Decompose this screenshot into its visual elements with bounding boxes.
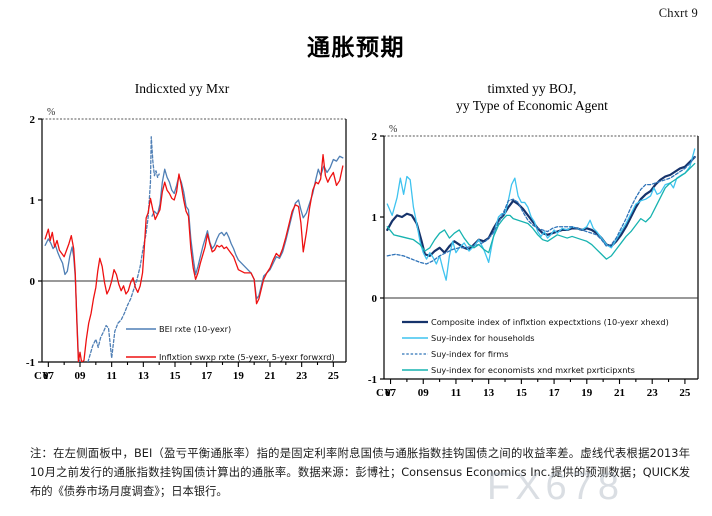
page-title: 通胀预期: [307, 35, 405, 61]
y-tick-label: -1: [26, 357, 35, 369]
legend-label: Suy-index for firms: [431, 349, 509, 359]
x-tick-label: 21: [265, 370, 276, 382]
x-tick-label: 25: [679, 387, 691, 399]
legend-label: Suy-index for households: [431, 333, 535, 343]
x-tick-label: 13: [483, 387, 495, 399]
y-axis-unit-label: %: [389, 124, 397, 135]
chart-number-label: Chxrt 9: [658, 6, 698, 20]
legend-label: BEI rxte (10-yexr): [159, 324, 231, 334]
legend-label: Composite index of inflxtion expectxtion…: [431, 317, 669, 327]
x-tick-label: 09: [75, 370, 87, 382]
y-tick-label: 2: [372, 131, 378, 143]
series-line: [386, 155, 696, 257]
series-line: [87, 136, 160, 362]
x-tick-label: 15: [516, 387, 528, 399]
x-tick-label: 19: [581, 387, 593, 399]
x-axis-caption: CY: [376, 387, 392, 399]
y-tick-label: 1: [30, 195, 36, 207]
y-tick-label: 1: [372, 212, 378, 224]
x-tick-label: 17: [201, 370, 213, 382]
legend-label: Suy-index for economists xnd mxrket pxrt…: [431, 365, 635, 375]
panel-right: timxted yy BOJ, yy Type of Economic Agen…: [356, 80, 708, 454]
x-tick-label: 23: [647, 387, 659, 399]
x-tick-label: 23: [296, 370, 308, 382]
x-tick-label: 21: [614, 387, 625, 399]
left-chart-svg: -1 0 1 2% 07 09 11 13 15 17 19 21 23 25 CY BEI rxte (10…: [26, 107, 347, 382]
x-tick-label: 19: [233, 370, 245, 382]
x-tick-label: 07: [43, 370, 55, 382]
series-line: [151, 155, 344, 300]
x-tick-label: 07: [385, 387, 397, 399]
y-axis-unit-label: %: [47, 107, 55, 118]
right-chart-svg: -1 0 1 2% 07 09 11 13 15 17 19 21 23 25 CY Composite in…: [368, 124, 699, 399]
x-tick-label: 11: [451, 387, 461, 399]
panel-right-title: timxted yy BOJ, yy Type of Economic Agen…: [456, 81, 608, 113]
y-tick-label: -1: [368, 374, 377, 386]
y-tick-label: 0: [30, 276, 36, 288]
series-line: [386, 162, 696, 260]
footnote-text: 注：在左侧面板中，BEI（盈亏平衡通胀率）指的是固定利率附息国债与通胀指数挂钩国…: [30, 447, 690, 498]
x-tick-label: 15: [170, 370, 182, 382]
panel-left-title: Indicxted yy Mxr: [134, 81, 230, 96]
panel-left: Indicxted yy Mxr -1 0 1 2% 07 09 11 13 15 17 19 21 2…: [8, 80, 356, 437]
y-tick-label: 2: [30, 114, 36, 126]
series-line: [386, 156, 696, 265]
series-line: [386, 148, 696, 281]
x-tick-label: 25: [328, 370, 340, 382]
x-tick-label: 11: [106, 370, 116, 382]
x-tick-label: 09: [418, 387, 430, 399]
panel-left-plot: -1 0 1 2% 07 09 11 13 15 17 19 21 23 25 CY BEI rxte (10…: [8, 107, 356, 437]
x-tick-label: 13: [138, 370, 150, 382]
series-line: [44, 153, 344, 362]
legend-label: Inflxtion swxp rxte (5-yexr, 5-yexr forw…: [159, 352, 335, 362]
panel-right-plot: -1 0 1 2% 07 09 11 13 15 17 19 21 23 25 CY Composite in…: [356, 124, 708, 454]
y-tick-label: 0: [372, 293, 378, 305]
x-axis-caption: CY: [34, 370, 50, 382]
x-tick-label: 17: [549, 387, 561, 399]
